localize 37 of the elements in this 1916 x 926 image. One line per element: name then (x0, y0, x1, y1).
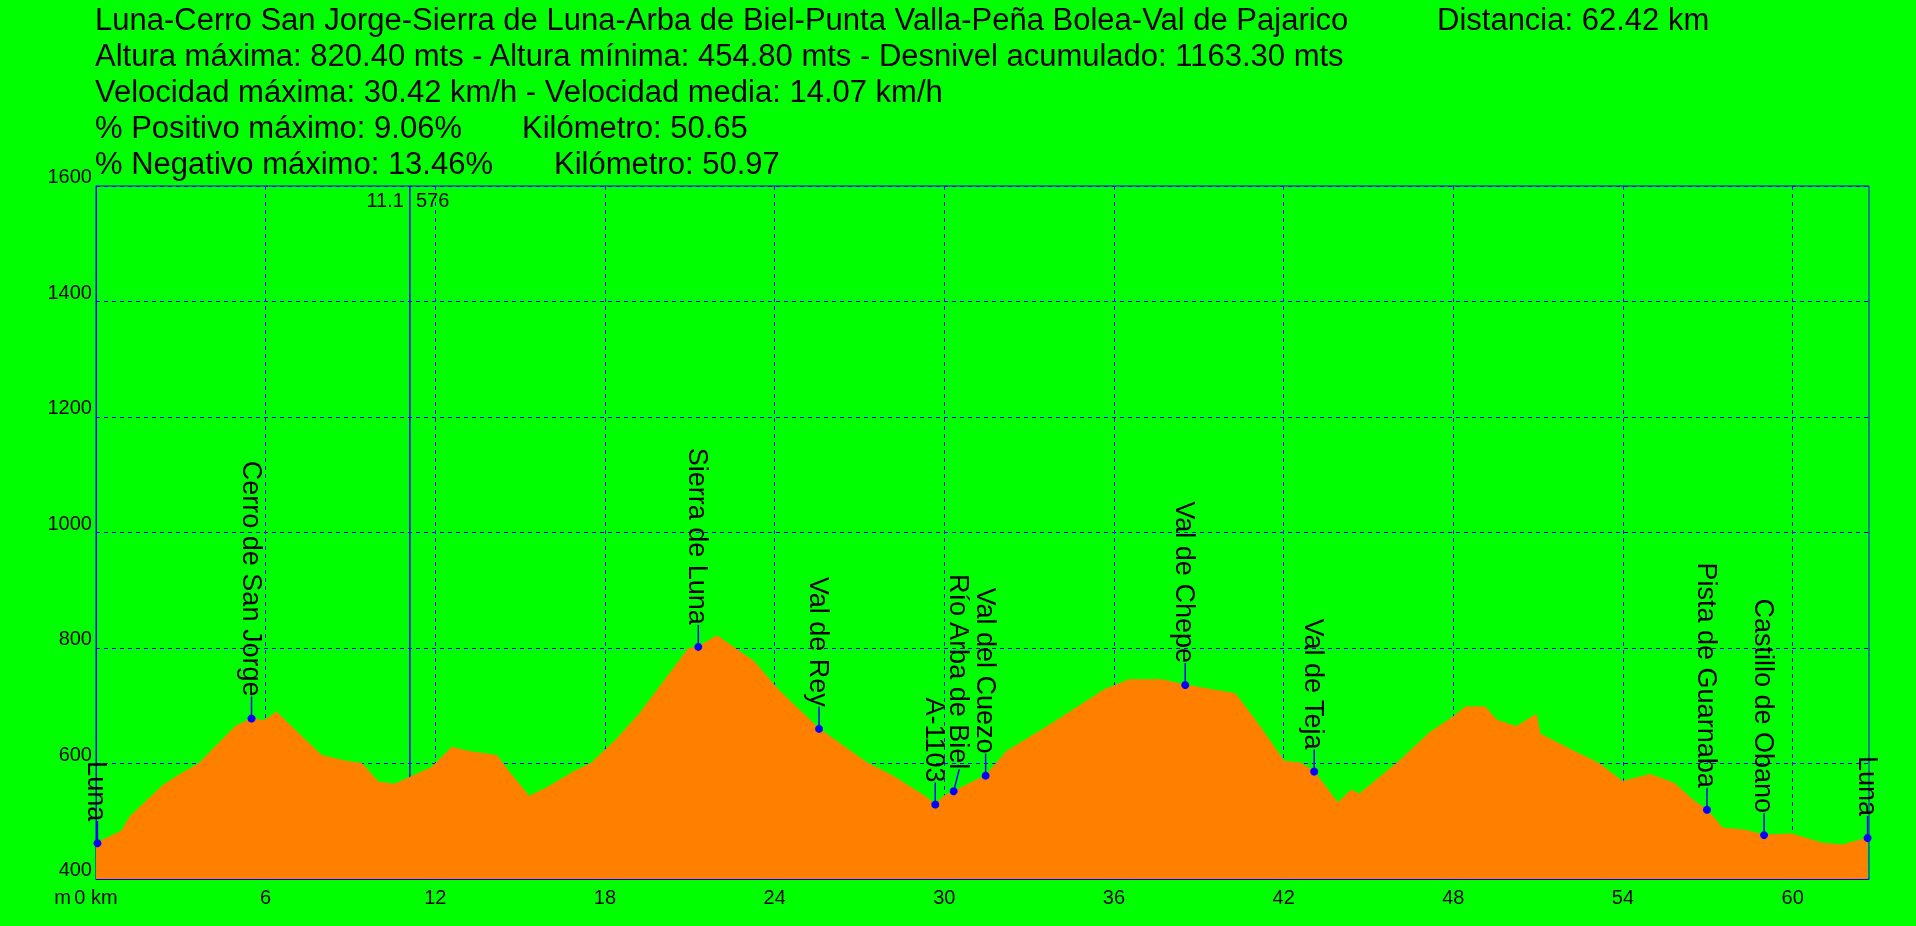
annotation: 576 (415, 189, 450, 211)
y-tick-label: 1200 (47, 396, 92, 418)
x-tick-label: 12 (424, 886, 447, 908)
annotation: Luna (82, 761, 113, 823)
x-tick-label: 30 (933, 886, 956, 908)
x-tick-label: 6 (260, 886, 272, 908)
annotation: Val de Rey (804, 576, 835, 708)
text: Kilómetro: 50.65 (522, 110, 748, 145)
x-tick-label: 60 (1781, 886, 1804, 908)
x-tick-label: 48 (1442, 886, 1465, 908)
y-tick-label: 1400 (47, 280, 92, 303)
annotation: Cerro de San Jorge (236, 460, 267, 697)
ref-line-label: 11.1 (366, 189, 404, 211)
x-tick-label: 42 (1272, 886, 1295, 908)
annotation: Castillo de Obano (1749, 598, 1780, 814)
x-tick-label: 36 (1102, 886, 1126, 908)
x-tick-label: 0 km (74, 886, 118, 908)
y-tick-label: 800 (58, 627, 92, 649)
text: Velocidad máxima: 30.42 km/h - Velocidad media: 14.07 km/h (95, 74, 943, 109)
chart-title: Luna-Cerro San Jorge-Sierra de Luna-Arba de Biel-Punta Valla-Peña Bolea-Val de Pajarico (95, 2, 1349, 37)
y-tick-label: 1600 (47, 165, 92, 187)
annotation: Sierra de Luna (683, 447, 714, 626)
annotation: Luna (1852, 755, 1883, 817)
annotation: Val de Teja (1299, 618, 1330, 751)
x-tick-label: 18 (593, 886, 617, 908)
y-tick-label: 1000 (47, 511, 92, 534)
text: % Negativo máximo: 13.46% (95, 146, 494, 181)
x-tick-label: 54 (1611, 886, 1635, 908)
y-axis-title: m (54, 886, 71, 908)
annotation: Pista de Guarnaba (1691, 562, 1722, 789)
text: Altura máxima: 820.40 mts - Altura mínima: 454.80 mts - Desnivel acumulado: 1163.30 mts (95, 38, 1344, 73)
text: % Positivo máximo: 9.06% (95, 110, 462, 145)
text: Distancia: 62.42 km (1437, 2, 1710, 37)
x-tick-label: 24 (763, 886, 786, 908)
y-tick-label: 400 (58, 858, 92, 880)
annotation: Val de Chepe (1170, 501, 1201, 663)
text: Kilómetro: 50.97 (554, 146, 780, 181)
